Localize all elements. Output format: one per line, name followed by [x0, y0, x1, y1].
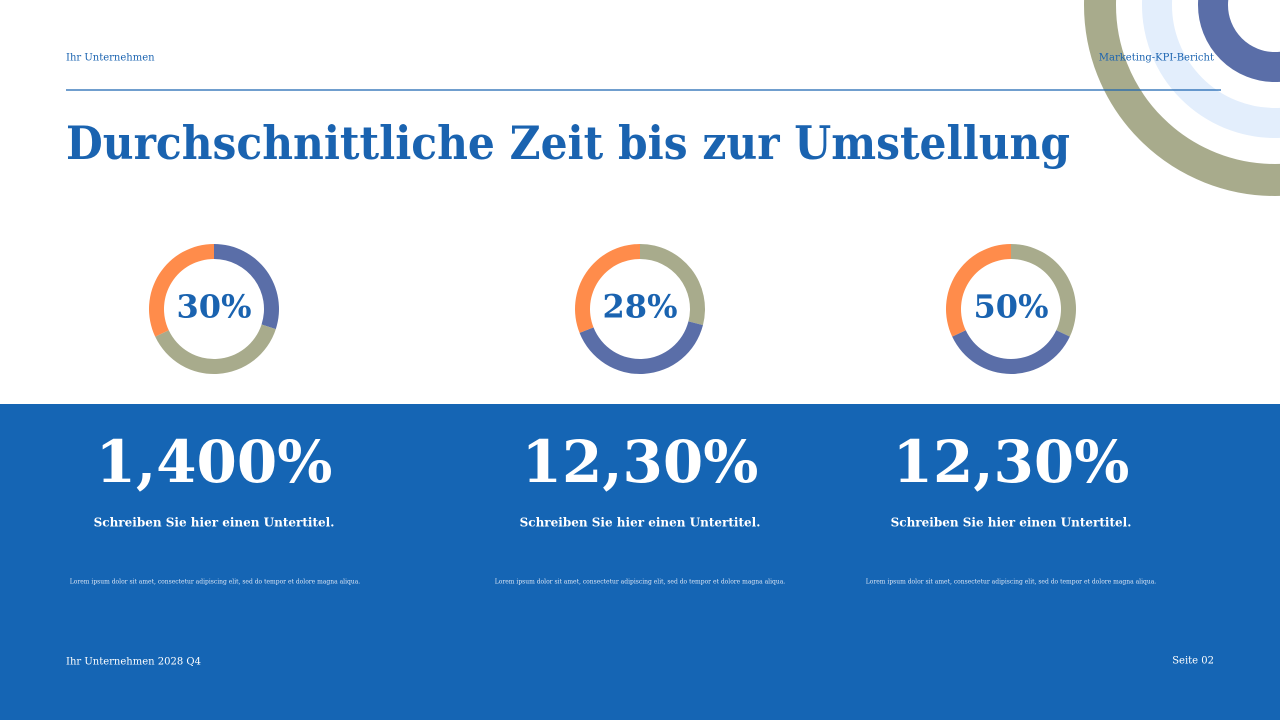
- donut-segment: [640, 244, 705, 326]
- stat-value: 12,30%: [893, 428, 1130, 496]
- header-company: Ihr Unternehmen: [66, 53, 155, 64]
- donut-segment: [945, 244, 1011, 337]
- donut-label: 50%: [974, 288, 1049, 326]
- footer-left: Ihr Unternehmen 2028 Q4: [66, 657, 201, 668]
- top-panel: [0, 0, 1280, 404]
- donut-segment: [214, 244, 279, 330]
- deco-ring: [1084, 0, 1280, 196]
- donut-label: 30%: [177, 288, 252, 326]
- stat-subtitle: Schreiben Sie hier einen Untertitel.: [520, 516, 761, 530]
- deco-ring: [1198, 0, 1280, 82]
- donut-segment: [149, 244, 214, 337]
- stat-body: Lorem ipsum dolor sit amet, consectetur …: [866, 579, 1157, 586]
- stat-body: Lorem ipsum dolor sit amet, consectetur …: [70, 579, 361, 586]
- donut-label: 28%: [603, 288, 678, 326]
- slide-title: Durchschnittliche Zeit bis zur Umstellun…: [66, 116, 1070, 170]
- stat-subtitle: Schreiben Sie hier einen Untertitel.: [891, 516, 1132, 530]
- donut-segment: [952, 330, 1070, 375]
- donut-segment: [1011, 244, 1076, 337]
- bottom-panel: [0, 404, 1280, 720]
- footer-right: Seite 02: [1172, 656, 1214, 667]
- donut-segment: [579, 321, 703, 374]
- stat-body: Lorem ipsum dolor sit amet, consectetur …: [495, 579, 786, 586]
- stat-value: 1,400%: [96, 428, 333, 496]
- donut-segment: [575, 244, 640, 333]
- stat-subtitle: Schreiben Sie hier einen Untertitel.: [94, 516, 335, 530]
- stat-value: 12,30%: [522, 428, 759, 496]
- header-report: Marketing-KPI-Bericht: [1099, 53, 1214, 64]
- deco-ring: [1142, 0, 1280, 138]
- donut-segment: [155, 324, 276, 374]
